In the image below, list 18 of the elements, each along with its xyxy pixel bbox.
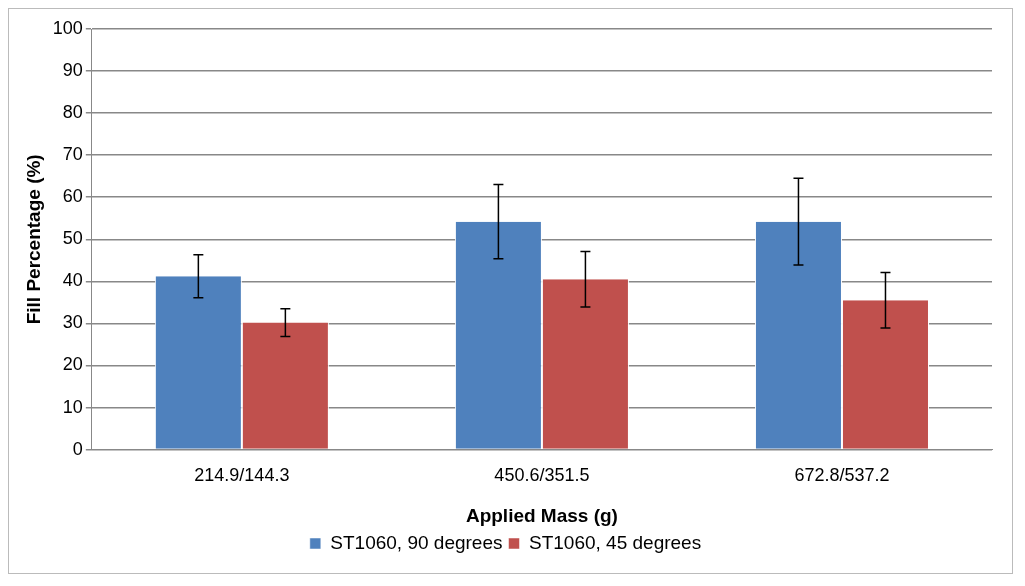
y-tick-label: 50 — [62, 228, 83, 249]
y-tick-label: 20 — [62, 354, 83, 375]
y-tick-label: 10 — [62, 396, 83, 417]
y-tick-label: 30 — [62, 312, 83, 333]
y-tick-label: 60 — [62, 186, 83, 207]
y-tick-label: 0 — [72, 438, 83, 459]
y-tick-label: 100 — [52, 17, 83, 38]
y-axis-title: Fill Percentage (%) — [22, 154, 44, 325]
legend-label: ST1060, 45 degrees — [529, 531, 702, 553]
legend-label: ST1060, 90 degrees — [330, 531, 503, 553]
y-tick-label: 70 — [62, 144, 83, 165]
x-tick-label: 214.9/144.3 — [194, 465, 290, 486]
x-axis-title: Applied Mass (g) — [465, 504, 618, 526]
y-tick-label: 90 — [62, 60, 83, 81]
x-tick-label: 672.8/537.2 — [794, 465, 890, 486]
y-tick-label: 40 — [62, 270, 83, 291]
y-tick-label: 80 — [62, 102, 83, 123]
x-tick-label: 450.6/351.5 — [494, 465, 590, 486]
